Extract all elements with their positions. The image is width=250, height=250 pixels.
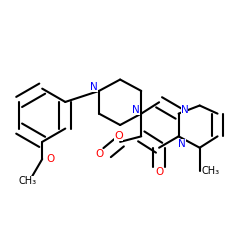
Text: O: O	[46, 154, 54, 164]
Text: N: N	[180, 106, 188, 116]
Text: CH₃: CH₃	[18, 176, 37, 186]
Text: N: N	[132, 105, 140, 115]
Text: O: O	[155, 167, 163, 177]
Text: O: O	[114, 131, 123, 141]
Text: N: N	[178, 138, 186, 148]
Text: O: O	[95, 149, 103, 159]
Text: N: N	[90, 82, 98, 92]
Text: CH₃: CH₃	[202, 166, 220, 176]
